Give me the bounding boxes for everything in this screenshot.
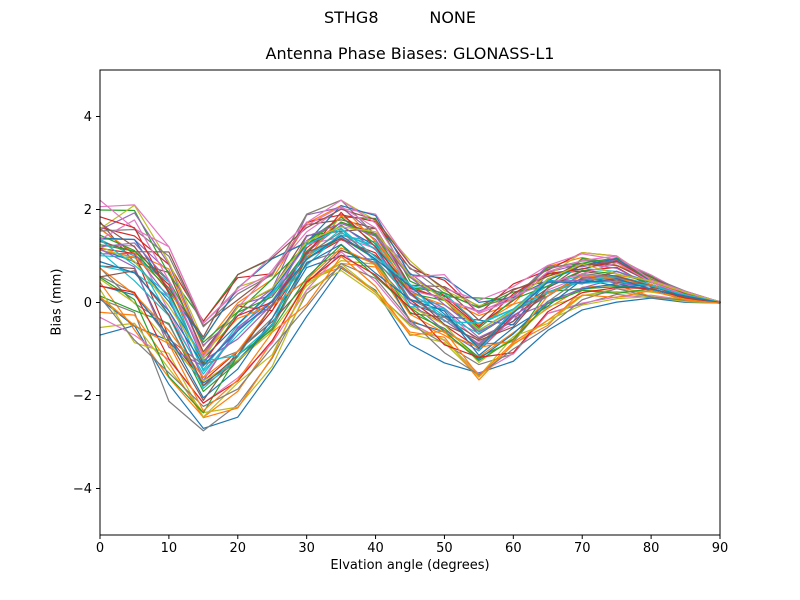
y-axis-label: Bias (mm): [49, 268, 65, 336]
data-line: [99, 243, 721, 399]
data-line: [99, 204, 721, 340]
data-line: [99, 211, 721, 364]
figure-suptitle: STHG8 NONE: [323, 8, 477, 27]
data-line: [99, 227, 721, 362]
x-tick-label: 0: [96, 541, 104, 556]
x-axis-label: Elvation angle (degrees): [330, 558, 490, 573]
y-tick-label: −2: [73, 389, 92, 404]
y-tick-label: −4: [73, 482, 92, 497]
data-line: [99, 235, 721, 366]
data-line: [99, 238, 721, 387]
chart-title: Antenna Phase Biases: GLONASS-L1: [265, 44, 555, 63]
data-line: [99, 267, 721, 430]
data-line: [99, 206, 721, 358]
x-tick-label: 40: [367, 541, 384, 556]
x-tick-label: 70: [574, 541, 591, 556]
data-line: [99, 237, 721, 393]
data-line: [99, 262, 721, 408]
data-line: [99, 265, 721, 432]
data-line: [99, 208, 721, 338]
x-tick-label: 80: [643, 541, 660, 556]
x-tick-label: 20: [230, 541, 247, 556]
x-tick-label: 60: [505, 541, 522, 556]
data-line: [99, 255, 721, 412]
x-tick-label: 10: [161, 541, 178, 556]
x-tick-label: 90: [712, 541, 729, 556]
y-tick-label: 4: [84, 110, 92, 125]
data-line: [99, 226, 721, 360]
data-line: [99, 254, 721, 404]
x-tick-label: 30: [298, 541, 315, 556]
y-tick-label: 2: [84, 203, 92, 218]
x-tick-label: 50: [436, 541, 453, 556]
data-line: [99, 199, 721, 328]
y-tick-label: 0: [84, 296, 92, 311]
data-line: [99, 263, 721, 418]
